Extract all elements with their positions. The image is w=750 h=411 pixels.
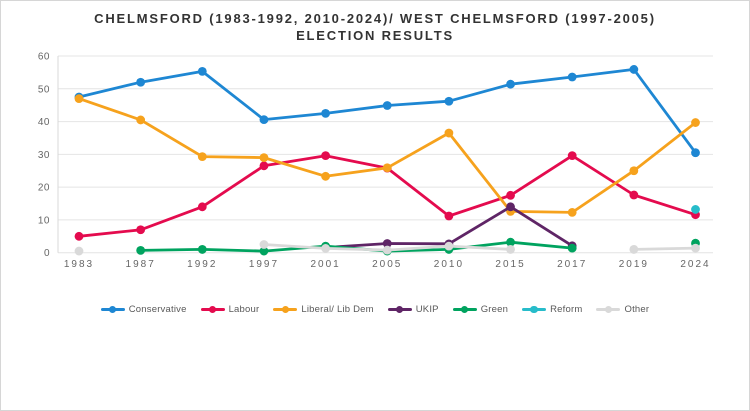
data-point-conservative [382,101,392,110]
legend-label: Green [480,304,509,315]
data-point-ukip [382,239,392,248]
data-point-liberal-lib-dem [382,163,392,173]
legend: Conservative Labour Liberal/ Lib Dem UKIP Gr… [1,304,749,315]
x-tick-label: 1997 [249,259,279,270]
data-point-green [259,246,269,256]
data-point-conservative [567,72,577,82]
legend-marker-liberal-lib-dem-icon [273,305,298,314]
y-tick-label: 60 [38,52,50,63]
data-point-labour [321,151,330,161]
data-point-other [444,241,454,251]
data-point-other [629,245,639,254]
x-tick-label: 1992 [187,259,217,270]
data-point-green [197,245,207,254]
x-tick-label: 2001 [310,259,340,270]
data-point-liberal-lib-dem [259,153,269,163]
data-point-labour [506,190,515,200]
data-point-other [74,246,84,256]
data-point-conservative [444,96,454,106]
legend-item-other: Other [596,304,649,315]
data-point-green [136,246,146,255]
data-point-conservative [506,79,515,89]
legend-label: Other [624,304,650,315]
data-point-liberal-lib-dem [567,207,577,217]
y-tick-label: 10 [38,215,50,226]
legend-item-liberal-lib-dem: Liberal/ Lib Dem [273,304,374,315]
data-point-other [259,240,269,249]
x-tick-label: 2017 [557,259,587,270]
data-point-other [691,243,700,253]
x-tick-label: 2010 [434,259,464,270]
x-tick-label: 2024 [680,259,710,270]
y-tick-label: 50 [38,84,50,95]
data-point-liberal-lib-dem [629,166,639,176]
data-point-liberal-lib-dem [74,94,84,104]
legend-marker-ukip-icon [387,305,412,314]
data-point-liberal-lib-dem [444,128,454,138]
series-line-liberal-lib-dem [77,97,697,214]
legend-label: Conservative [128,304,187,315]
x-tick-label: 2019 [619,259,649,270]
data-point-labour [197,202,207,212]
legend-label: Labour [228,304,260,315]
data-point-labour [136,225,146,235]
y-tick-label: 30 [38,150,50,161]
data-point-labour [74,231,84,241]
legend-item-reform: Reform [522,304,582,315]
legend-marker-reform-icon [522,305,547,314]
legend-marker-conservative-icon [100,305,125,314]
legend-marker-green-icon [452,305,477,314]
data-point-liberal-lib-dem [691,118,700,127]
chart-title: CHELMSFORD (1983-1992, 2010-2024)/ WEST … [94,11,656,43]
legend-marker-labour-icon [200,305,225,314]
legend-label: Reform [550,304,583,315]
data-point-other [382,245,392,255]
data-point-conservative [197,67,207,76]
data-point-conservative [321,108,330,118]
legend-item-green: Green [452,304,509,315]
data-point-conservative [629,65,639,74]
series-line-conservative [77,68,697,155]
data-point-labour [259,161,269,171]
series-line-other [632,246,697,251]
legend-item-conservative: Conservative [100,304,187,315]
x-tick-label: 1987 [126,259,156,270]
data-point-liberal-lib-dem [136,115,146,125]
plot-area: 0 10 20 30 40 50 60 1983 1987 1992 1997 2001 2005 201… [38,52,713,270]
data-point-liberal-lib-dem [321,171,330,181]
legend-marker-other-icon [596,305,621,314]
y-tick-label: 0 [44,248,50,259]
y-tick-label: 40 [38,117,50,128]
data-point-green [567,243,577,253]
legend-item-ukip: UKIP [387,304,439,315]
data-point-conservative [691,148,700,158]
data-point-conservative [136,77,146,87]
data-point-labour [444,211,454,221]
data-point-ukip [506,202,515,212]
data-point-other [321,244,330,253]
x-tick-label: 2015 [495,259,525,270]
data-point-other [506,245,515,254]
data-point-green [506,237,515,247]
legend-item-labour: Labour [200,304,260,315]
legend-label: Liberal/ Lib Dem [301,304,374,315]
data-point-conservative [259,115,269,125]
x-tick-label: 2005 [372,259,402,270]
y-tick-label: 20 [38,183,50,194]
data-point-liberal-lib-dem [197,152,207,162]
data-point-labour [567,151,577,161]
x-tick-label: 1983 [64,259,94,270]
legend-label: UKIP [415,304,439,315]
data-point-reform [691,205,700,214]
data-point-labour [629,190,639,200]
